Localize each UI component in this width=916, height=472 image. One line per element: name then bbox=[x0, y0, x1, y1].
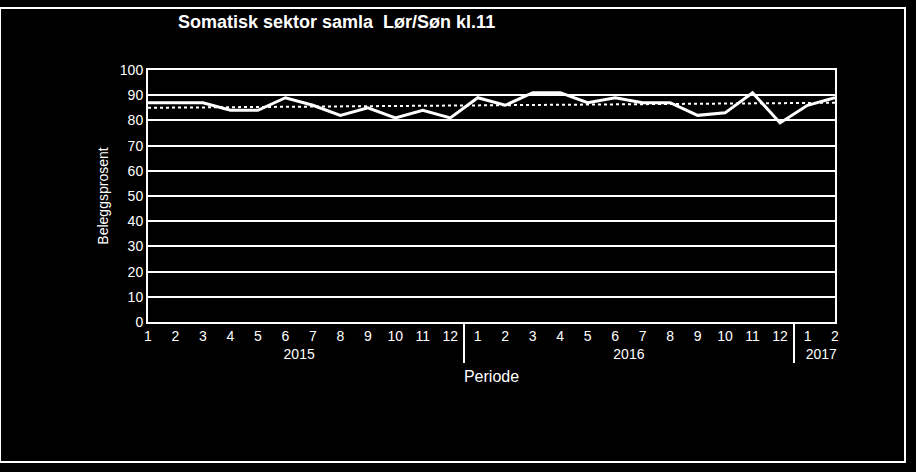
svg-text:6: 6 bbox=[611, 328, 619, 344]
svg-text:10: 10 bbox=[717, 328, 733, 344]
svg-text:1: 1 bbox=[144, 328, 152, 344]
svg-text:Beleggsprosent: Beleggsprosent bbox=[95, 147, 111, 244]
svg-text:11: 11 bbox=[416, 328, 431, 344]
svg-text:2: 2 bbox=[172, 328, 180, 344]
svg-text:2: 2 bbox=[831, 328, 839, 344]
svg-text:20: 20 bbox=[128, 264, 144, 280]
svg-text:100: 100 bbox=[120, 62, 144, 78]
svg-text:7: 7 bbox=[639, 328, 647, 344]
svg-text:6: 6 bbox=[282, 328, 290, 344]
svg-text:80: 80 bbox=[128, 112, 144, 128]
svg-text:Somatisk sektor samla Lør/Søn: Somatisk sektor samla Lør/Søn kl.11 bbox=[178, 12, 495, 32]
svg-text:2017: 2017 bbox=[806, 346, 837, 362]
svg-text:30: 30 bbox=[128, 238, 144, 254]
svg-text:90: 90 bbox=[128, 87, 144, 103]
svg-text:40: 40 bbox=[128, 213, 144, 229]
svg-text:12: 12 bbox=[772, 328, 788, 344]
svg-text:2016: 2016 bbox=[613, 346, 644, 362]
svg-text:9: 9 bbox=[694, 328, 702, 344]
svg-text:5: 5 bbox=[584, 328, 592, 344]
svg-text:2015: 2015 bbox=[284, 346, 315, 362]
svg-text:60: 60 bbox=[128, 163, 144, 179]
svg-text:70: 70 bbox=[128, 138, 144, 154]
svg-text:4: 4 bbox=[227, 328, 235, 344]
svg-text:3: 3 bbox=[529, 328, 537, 344]
svg-text:Periode: Periode bbox=[464, 368, 519, 385]
svg-text:10: 10 bbox=[388, 328, 404, 344]
svg-text:12: 12 bbox=[442, 328, 458, 344]
svg-text:8: 8 bbox=[666, 328, 674, 344]
svg-text:5: 5 bbox=[254, 328, 262, 344]
svg-text:2: 2 bbox=[501, 328, 509, 344]
svg-text:3: 3 bbox=[199, 328, 207, 344]
svg-text:8: 8 bbox=[336, 328, 344, 344]
svg-text:1: 1 bbox=[804, 328, 812, 344]
svg-text:9: 9 bbox=[364, 328, 372, 344]
svg-text:1: 1 bbox=[474, 328, 482, 344]
svg-text:7: 7 bbox=[309, 328, 317, 344]
svg-text:11: 11 bbox=[745, 328, 760, 344]
svg-text:4: 4 bbox=[556, 328, 564, 344]
svg-text:50: 50 bbox=[128, 188, 144, 204]
svg-text:10: 10 bbox=[128, 289, 144, 305]
svg-text:0: 0 bbox=[135, 314, 143, 330]
